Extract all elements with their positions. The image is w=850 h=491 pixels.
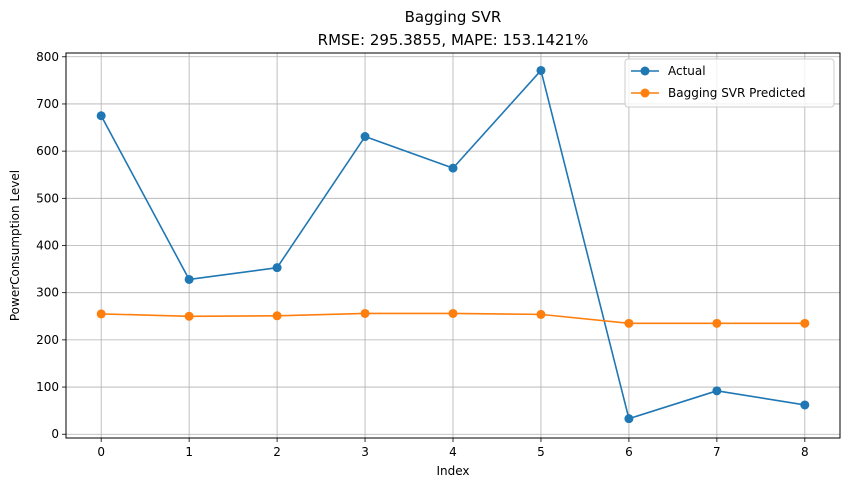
chart-title: Bagging SVR xyxy=(405,8,502,26)
data-point xyxy=(712,386,722,396)
y-tick-label: 800 xyxy=(36,50,59,64)
legend-label: Actual xyxy=(668,64,706,78)
x-tick-label: 7 xyxy=(713,445,721,459)
y-tick-label: 300 xyxy=(36,286,59,300)
x-tick-label: 6 xyxy=(625,445,633,459)
y-tick-label: 600 xyxy=(36,144,59,158)
data-point xyxy=(712,318,722,328)
data-point xyxy=(448,163,458,173)
data-point xyxy=(624,318,634,328)
series-0 xyxy=(96,65,810,424)
legend-marker xyxy=(640,66,650,76)
series-1 xyxy=(96,308,810,328)
y-tick-label: 400 xyxy=(36,239,59,253)
x-axis-ticks: 0 1 2 3 4 5 6 7 8 xyxy=(97,438,809,459)
data-point xyxy=(624,414,634,424)
series-layer xyxy=(96,65,810,424)
data-point xyxy=(360,308,370,318)
x-tick-label: 0 xyxy=(97,445,105,459)
data-point xyxy=(184,311,194,321)
legend-entry: Bagging SVR Predicted xyxy=(631,86,806,100)
legend-entry: Actual xyxy=(631,64,706,78)
data-point xyxy=(184,274,194,284)
x-tick-label: 3 xyxy=(361,445,369,459)
data-point xyxy=(536,65,546,75)
data-point xyxy=(800,318,810,328)
y-tick-label: 500 xyxy=(36,191,59,205)
y-axis-label: PowerConsumption Level xyxy=(8,170,22,321)
y-tick-label: 100 xyxy=(36,380,59,394)
data-point xyxy=(800,400,810,410)
y-tick-label: 0 xyxy=(51,427,59,441)
x-tick-label: 2 xyxy=(273,445,281,459)
data-point xyxy=(96,111,106,121)
grid xyxy=(66,53,840,438)
x-axis-label: Index xyxy=(436,464,469,478)
data-point xyxy=(96,309,106,319)
data-point xyxy=(360,132,370,142)
chart-subtitle: RMSE: 295.3855, MAPE: 153.1421% xyxy=(318,31,589,49)
legend-entries: Actual Bagging SVR Predicted xyxy=(631,64,806,100)
x-tick-label: 8 xyxy=(801,445,809,459)
legend: Actual Bagging SVR Predicted xyxy=(624,58,835,108)
x-tick-label: 4 xyxy=(449,445,457,459)
data-point xyxy=(272,311,282,321)
legend-marker xyxy=(640,88,650,98)
y-tick-label: 200 xyxy=(36,333,59,347)
legend-label: Bagging SVR Predicted xyxy=(668,86,806,100)
legend-box xyxy=(624,58,835,108)
data-point xyxy=(448,308,458,318)
y-tick-label: 700 xyxy=(36,97,59,111)
x-tick-label: 1 xyxy=(185,445,193,459)
data-point xyxy=(536,309,546,319)
data-point xyxy=(272,263,282,273)
x-tick-label: 5 xyxy=(537,445,545,459)
y-axis-ticks: 0 100 200 300 400 500 600 700 800 xyxy=(36,50,66,441)
